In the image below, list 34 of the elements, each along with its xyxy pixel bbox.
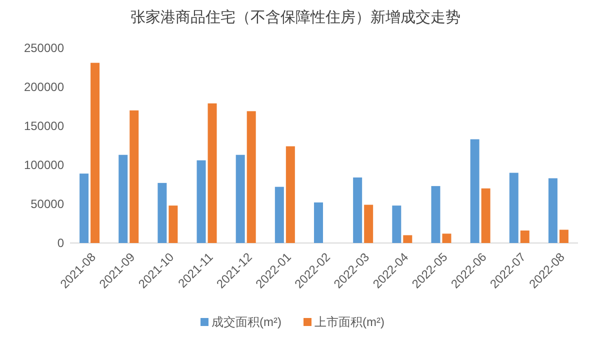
y-tick-label: 150000 [24,119,64,133]
legend-label: 成交面积(m²) [212,315,282,329]
chart-title: 张家港商品住宅（不含保障性住房）新增成交走势 [130,9,460,26]
bar [364,204,374,243]
bar [559,230,568,243]
y-tick-label: 250000 [24,41,64,55]
bar [158,182,167,243]
bar [196,160,206,243]
bar [548,178,558,243]
y-tick-label: 50000 [30,197,64,211]
bar [520,230,530,243]
y-tick-label: 200000 [24,80,64,94]
bar [80,174,89,243]
bar [403,235,412,243]
bar [509,172,518,243]
legend-label: 上市面积(m²) [314,315,384,329]
bar [246,111,256,243]
y-tick-label: 100000 [24,158,64,172]
bar [90,62,100,243]
bar [314,202,323,243]
bar [208,103,217,243]
bar [286,146,295,243]
bar [274,186,284,243]
bar [431,186,440,243]
bar [168,206,178,243]
bar [236,154,245,243]
bar [481,188,490,243]
y-tick-label: 0 [57,236,64,250]
bar [130,110,139,243]
bar [118,154,128,243]
bar [353,177,362,243]
bar [470,139,480,243]
bar [442,234,452,243]
bar [392,206,402,243]
